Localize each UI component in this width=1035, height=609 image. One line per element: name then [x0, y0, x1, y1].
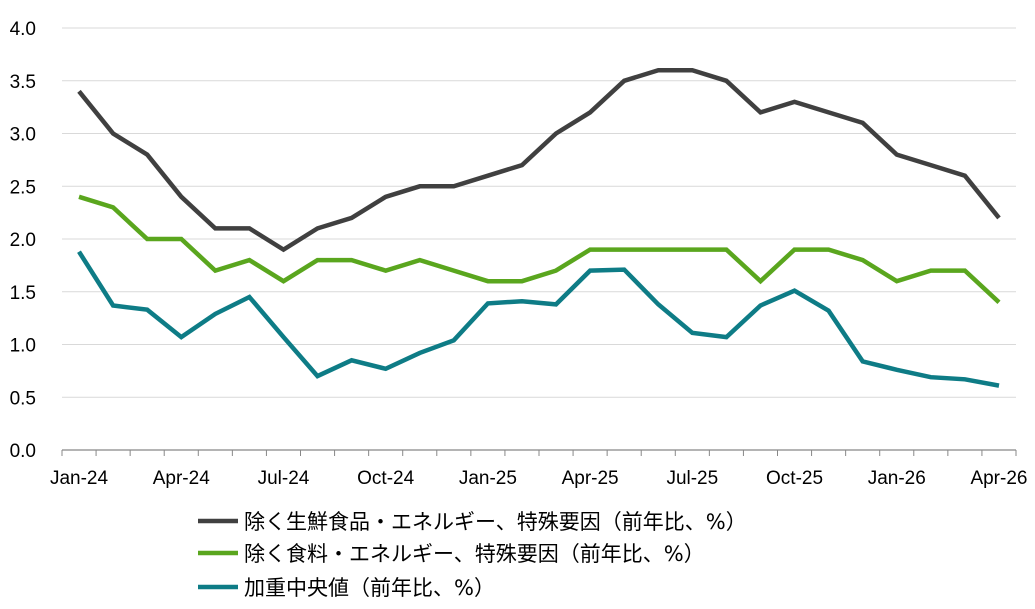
series-lines: [77, 67, 1001, 388]
y-tick-label: 3.5: [10, 72, 36, 93]
y-tick-label: 1.0: [10, 336, 36, 357]
y-tick-label: 2.0: [10, 230, 36, 251]
y-tick-label: 2.5: [10, 177, 36, 198]
x-tick-label: Jan-24: [50, 468, 109, 489]
x-tick-label: Apr-26: [970, 468, 1027, 489]
legend-label-3: 加重中央値（前年比、%）: [244, 576, 495, 600]
gridlines: [62, 27, 1016, 398]
x-tick-label: Jul-24: [258, 468, 310, 489]
series-line-1: [77, 67, 1001, 253]
y-tick-label: 3.0: [10, 125, 36, 146]
x-tick-label: Jan-25: [459, 468, 517, 489]
x-tick-label: Apr-24: [153, 468, 210, 489]
x-tick-label: Oct-24: [357, 468, 414, 489]
x-tick-label: Oct-25: [766, 468, 823, 489]
series-line-3: [77, 250, 1000, 388]
x-tick-label: Jul-25: [666, 468, 718, 489]
y-tick-label: 0.5: [10, 388, 36, 409]
series-line-2: [78, 194, 1001, 304]
y-axis-ticks: 0.0 0.5 1.0 1.5 2.0 2.5 3.0 3.5 4.0: [10, 19, 36, 462]
legend-label-1: 除く生鮮食品・エネルギー、特殊要因（前年比、%）: [244, 510, 747, 534]
y-tick-label: 1.5: [10, 283, 36, 304]
legend-label-2: 除く食料・エネルギー、特殊要因（前年比、%）: [244, 542, 705, 566]
y-tick-label: 4.0: [10, 19, 36, 40]
x-tick-label: Apr-25: [562, 468, 619, 489]
x-tick-label: Jan-26: [868, 468, 926, 489]
y-tick-label: 0.0: [10, 441, 36, 462]
legend: 除く生鮮食品・エネルギー、特殊要因（前年比、%） 除く食料・エネルギー、特殊要因（…: [198, 510, 747, 600]
x-axis: Jan-24 Apr-24 Jul-24 Oct-24 Jan-25 Apr-25 Jul-…: [50, 449, 1027, 489]
